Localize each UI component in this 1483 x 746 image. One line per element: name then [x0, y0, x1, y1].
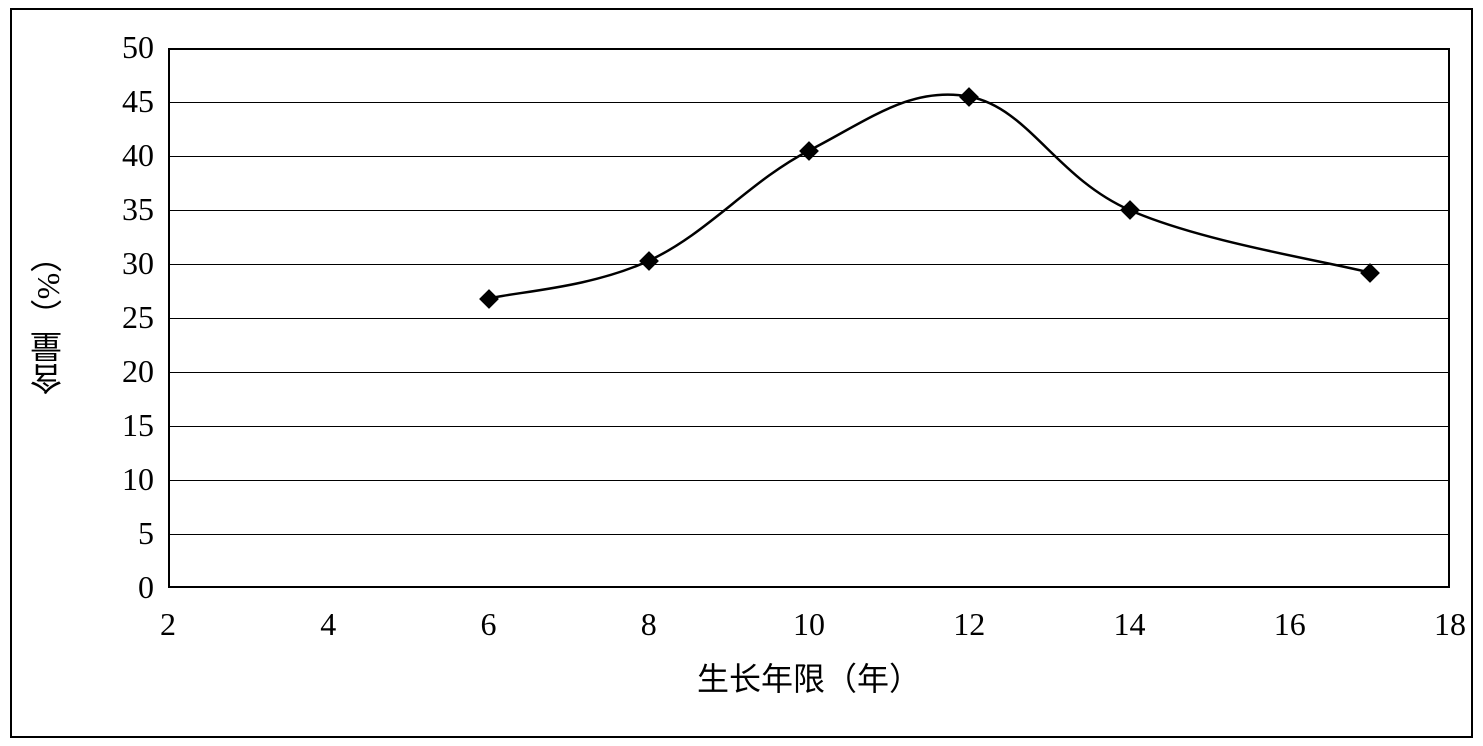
series-line [0, 0, 1483, 746]
